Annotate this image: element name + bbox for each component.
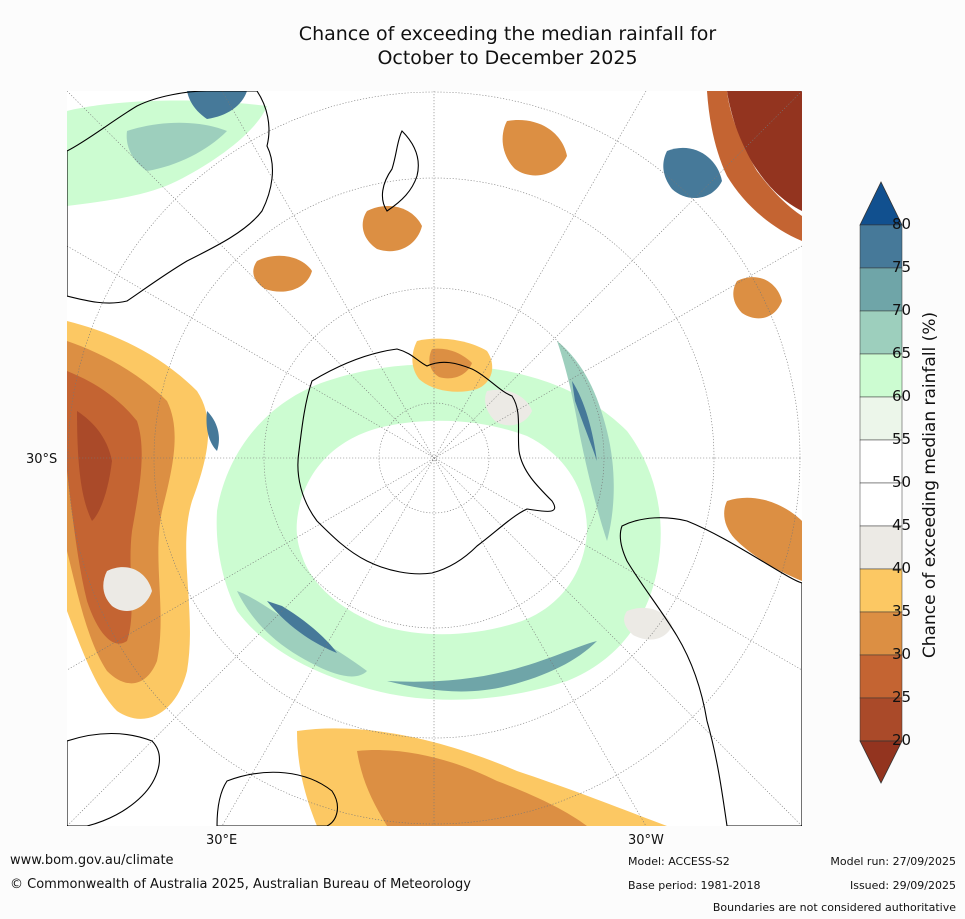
field-wet-nw-peak (187, 91, 247, 119)
map-title-line2: October to December 2025 (377, 47, 638, 69)
colorbar-bin-40-45 (859, 525, 903, 570)
colorbar-bin-75-80 (859, 224, 903, 269)
colorbar-tick-label: 25 (892, 688, 912, 706)
colorbar-tick-label: 80 (892, 215, 912, 233)
colorbar-tick-label: 40 (892, 559, 912, 577)
field-wet-e-arc-core (572, 381, 597, 461)
colorbar-tick-label: 30 (892, 645, 912, 663)
meridian-30 (221, 91, 647, 826)
base-period-text: Base period: 1981-2018 (628, 879, 761, 892)
colorbar-tick-label: 35 (892, 602, 912, 620)
field-wet-e-arc (557, 341, 614, 541)
colorbar-svg (859, 181, 903, 784)
longitude-label-30e: 30°E (206, 833, 238, 848)
australia-coastline (67, 91, 273, 304)
website-link[interactable]: www.bom.gov.au/climate (10, 853, 174, 868)
africa-coastline (67, 732, 160, 826)
map-canvas (67, 91, 802, 826)
copyright-text: © Commonwealth of Australia 2025, Austra… (10, 877, 471, 892)
colorbar-tick-label: 75 (892, 258, 912, 276)
colorbar-tick-label: 60 (892, 387, 912, 405)
latitude-label-30s: 30°S (26, 452, 58, 467)
field-wet-nw-core (126, 122, 227, 171)
model-run-text: Model run: 27/09/2025 (830, 855, 956, 868)
graticule (67, 91, 802, 826)
meridian-135 (67, 91, 802, 826)
colorbar-tick-label: 55 (892, 430, 912, 448)
colorbar-title-text: Chance of exceeding median rainfall (%) (920, 311, 940, 659)
colorbar-bin-65-70 (859, 310, 903, 355)
colorbar-bin-50-55 (859, 439, 903, 484)
field-dry-south-core (357, 750, 587, 826)
field-dry-east2 (733, 277, 782, 319)
new-zealand-coastline (381, 130, 419, 212)
field-neutral-1 (485, 389, 532, 426)
colorbar-under-triangle (859, 740, 903, 784)
field-wet-w-spot (206, 411, 219, 451)
probability-field (67, 91, 802, 826)
colorbar (850, 180, 960, 790)
field-wet-ring (216, 364, 661, 700)
meridian-120 (67, 245, 802, 671)
colorbar-tick-label: 70 (892, 301, 912, 319)
antarctica-coastline (297, 348, 555, 575)
field-dry-n2 (502, 120, 567, 176)
field-dry-n3 (253, 255, 312, 292)
field-dry-n1 (362, 206, 422, 252)
disclaimer-text: Boundaries are not considered authoritat… (712, 901, 956, 914)
colorbar-bin-55-60 (859, 396, 903, 441)
issued-text: Issued: 29/09/2025 (849, 879, 956, 892)
rainfall-map[interactable] (67, 91, 802, 826)
field-dry-ne-rim (707, 91, 802, 241)
colorbar-bin-45-50 (859, 482, 903, 527)
colorbar-bin-70-75 (859, 267, 903, 312)
field-dry-central-core (429, 348, 472, 379)
field-neutral-3 (103, 567, 152, 611)
meridian-150 (221, 91, 647, 826)
colorbar-bin-35-40 (859, 568, 903, 613)
field-dry-west-peak (77, 411, 112, 521)
field-dry-ne-core (727, 91, 802, 211)
longitude-label-30w: 30°W (628, 833, 664, 848)
colorbar-bin-60-65 (859, 353, 903, 398)
field-wet-s-arc (387, 641, 597, 692)
colorbar-tick-label: 65 (892, 344, 912, 362)
colorbar-tick-label: 45 (892, 516, 912, 534)
south-america-coastline (619, 517, 802, 826)
colorbar-tick-label: 50 (892, 473, 912, 491)
field-wet-sw-arc-core (267, 601, 337, 653)
map-title-line1: Chance of exceeding the median rainfall … (298, 23, 717, 45)
coastlines (67, 91, 802, 826)
madagascar-area-coastline (216, 771, 338, 826)
colorbar-tick-label: 20 (892, 731, 912, 749)
colorbar-bin-30-35 (859, 611, 903, 656)
model-text: Model: ACCESS-S2 (628, 855, 730, 868)
meridian-60 (67, 245, 802, 671)
field-wet-ne (663, 147, 722, 199)
colorbar-bin-25-30 (859, 654, 903, 699)
colorbar-bin-20-25 (859, 697, 903, 742)
field-dry-east (724, 497, 802, 581)
field-neutral-2 (624, 607, 672, 640)
map-title: Chance of exceeding the median rainfall … (0, 22, 965, 70)
